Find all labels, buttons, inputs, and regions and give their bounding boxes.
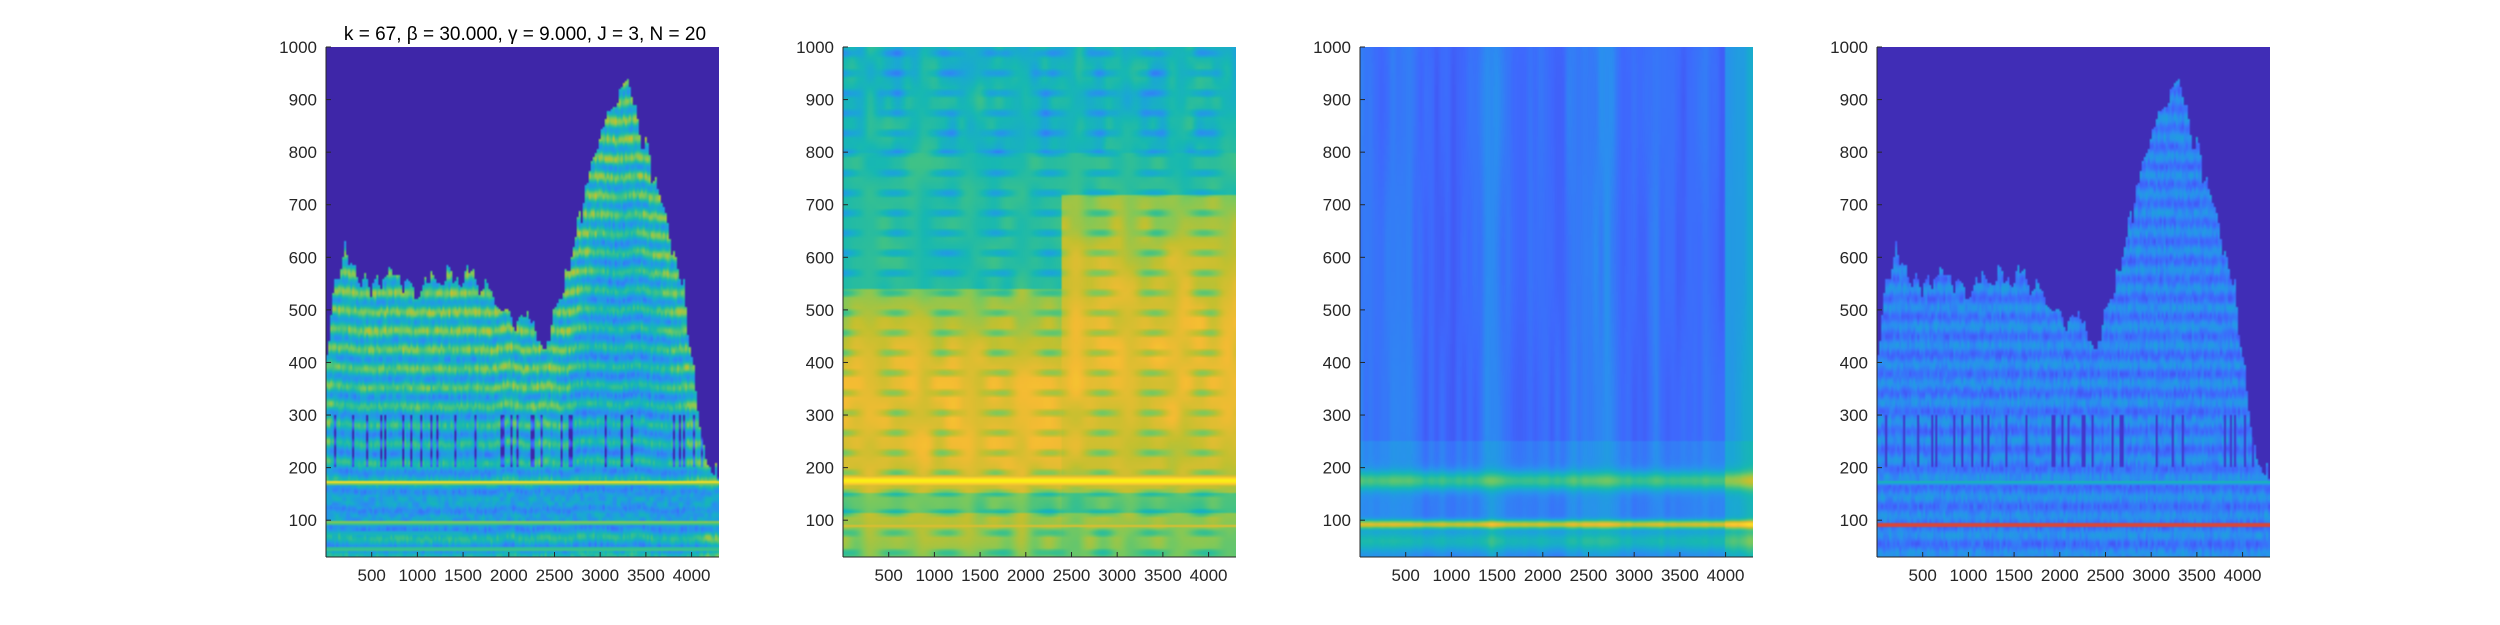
- x-tick-label: 2000: [2041, 566, 2079, 585]
- panel-2-heatmap-image: [843, 47, 1236, 557]
- x-tick-label: 3000: [2132, 566, 2170, 585]
- panel-1-title: k = 67, β = 30.000, γ = 9.000, J = 3, N …: [344, 24, 706, 45]
- x-tick-label: 4000: [1190, 566, 1228, 585]
- x-tick-label: 4000: [673, 566, 711, 585]
- y-tick-label: 900: [1840, 91, 1868, 110]
- y-tick-label: 500: [289, 301, 317, 320]
- x-tick-label: 1500: [961, 566, 999, 585]
- x-tick-label: 3500: [1661, 566, 1699, 585]
- y-tick-label: 300: [1323, 406, 1351, 425]
- y-tick-label: 100: [806, 511, 834, 530]
- x-tick-label: 2500: [1053, 566, 1091, 585]
- x-tick-label: 1500: [1478, 566, 1516, 585]
- x-tick-label: 2000: [1524, 566, 1562, 585]
- y-tick-label: 200: [289, 459, 317, 478]
- x-tick-label: 500: [1909, 566, 1937, 585]
- x-tick-label: 2000: [1007, 566, 1045, 585]
- y-tick-label: 200: [1840, 459, 1868, 478]
- panel-4: 500 1000 1500 2000 2500 3000 3500 4000 100 200 300…: [1830, 38, 2270, 585]
- x-tick-label: 1500: [444, 566, 482, 585]
- y-tick-label: 800: [289, 143, 317, 162]
- panel-3: 500 1000 1500 2000 2500 3000 3500 4000 100 200 300…: [1313, 38, 1753, 585]
- panel-1: 500 1000 1500 2000 2500 3000 3500 4000 100 200 300…: [279, 38, 719, 585]
- y-tick-label: 800: [1323, 143, 1351, 162]
- x-tick-label: 3500: [1144, 566, 1182, 585]
- x-tick-label: 3000: [1615, 566, 1653, 585]
- x-tick-label: 3000: [1098, 566, 1136, 585]
- y-tick-label: 1000: [1313, 38, 1351, 57]
- y-tick-label: 300: [1840, 406, 1868, 425]
- panel-3-heatmap-image: [1360, 47, 1753, 557]
- y-tick-label: 900: [289, 91, 317, 110]
- y-tick-label: 700: [806, 196, 834, 215]
- y-tick-label: 100: [289, 511, 317, 530]
- y-tick-label: 1000: [1830, 38, 1868, 57]
- x-tick-label: 2500: [2087, 566, 2125, 585]
- y-tick-label: 1000: [279, 38, 317, 57]
- y-tick-label: 1000: [796, 38, 834, 57]
- y-tick-label: 900: [806, 91, 834, 110]
- x-tick-label: 2500: [1570, 566, 1608, 585]
- y-tick-label: 600: [1840, 248, 1868, 267]
- y-tick-label: 800: [1840, 143, 1868, 162]
- x-tick-label: 3500: [627, 566, 665, 585]
- y-tick-label: 400: [1840, 353, 1868, 372]
- y-tick-label: 700: [1840, 196, 1868, 215]
- x-tick-label: 2500: [536, 566, 574, 585]
- x-tick-label: 1000: [1949, 566, 1987, 585]
- y-tick-label: 600: [1323, 248, 1351, 267]
- x-tick-label: 500: [1392, 566, 1420, 585]
- x-tick-label: 3000: [581, 566, 619, 585]
- x-tick-label: 1000: [915, 566, 953, 585]
- y-tick-label: 700: [289, 196, 317, 215]
- y-tick-label: 700: [1323, 196, 1351, 215]
- y-tick-label: 500: [806, 301, 834, 320]
- x-tick-label: 500: [875, 566, 903, 585]
- y-tick-label: 400: [1323, 353, 1351, 372]
- y-tick-label: 400: [289, 353, 317, 372]
- y-tick-label: 900: [1323, 91, 1351, 110]
- y-tick-label: 200: [806, 459, 834, 478]
- panel-2: 500 1000 1500 2000 2500 3000 3500 4000 100 200 300…: [796, 38, 1236, 585]
- y-tick-label: 100: [1840, 511, 1868, 530]
- x-tick-label: 3500: [2178, 566, 2216, 585]
- panel-4-heatmap-image: [1877, 47, 2270, 557]
- y-tick-label: 400: [806, 353, 834, 372]
- y-tick-label: 600: [806, 248, 834, 267]
- y-tick-label: 200: [1323, 459, 1351, 478]
- x-tick-label: 1000: [1432, 566, 1470, 585]
- y-tick-label: 500: [1840, 301, 1868, 320]
- x-tick-label: 4000: [2224, 566, 2262, 585]
- y-tick-label: 800: [806, 143, 834, 162]
- x-tick-label: 4000: [1707, 566, 1745, 585]
- y-tick-label: 500: [1323, 301, 1351, 320]
- x-tick-label: 1500: [1995, 566, 2033, 585]
- x-tick-label: 500: [358, 566, 386, 585]
- y-tick-label: 300: [289, 406, 317, 425]
- x-tick-label: 1000: [398, 566, 436, 585]
- x-tick-label: 2000: [490, 566, 528, 585]
- y-tick-label: 300: [806, 406, 834, 425]
- y-tick-label: 600: [289, 248, 317, 267]
- panel-1-heatmap-image: [326, 47, 719, 557]
- y-tick-label: 100: [1323, 511, 1351, 530]
